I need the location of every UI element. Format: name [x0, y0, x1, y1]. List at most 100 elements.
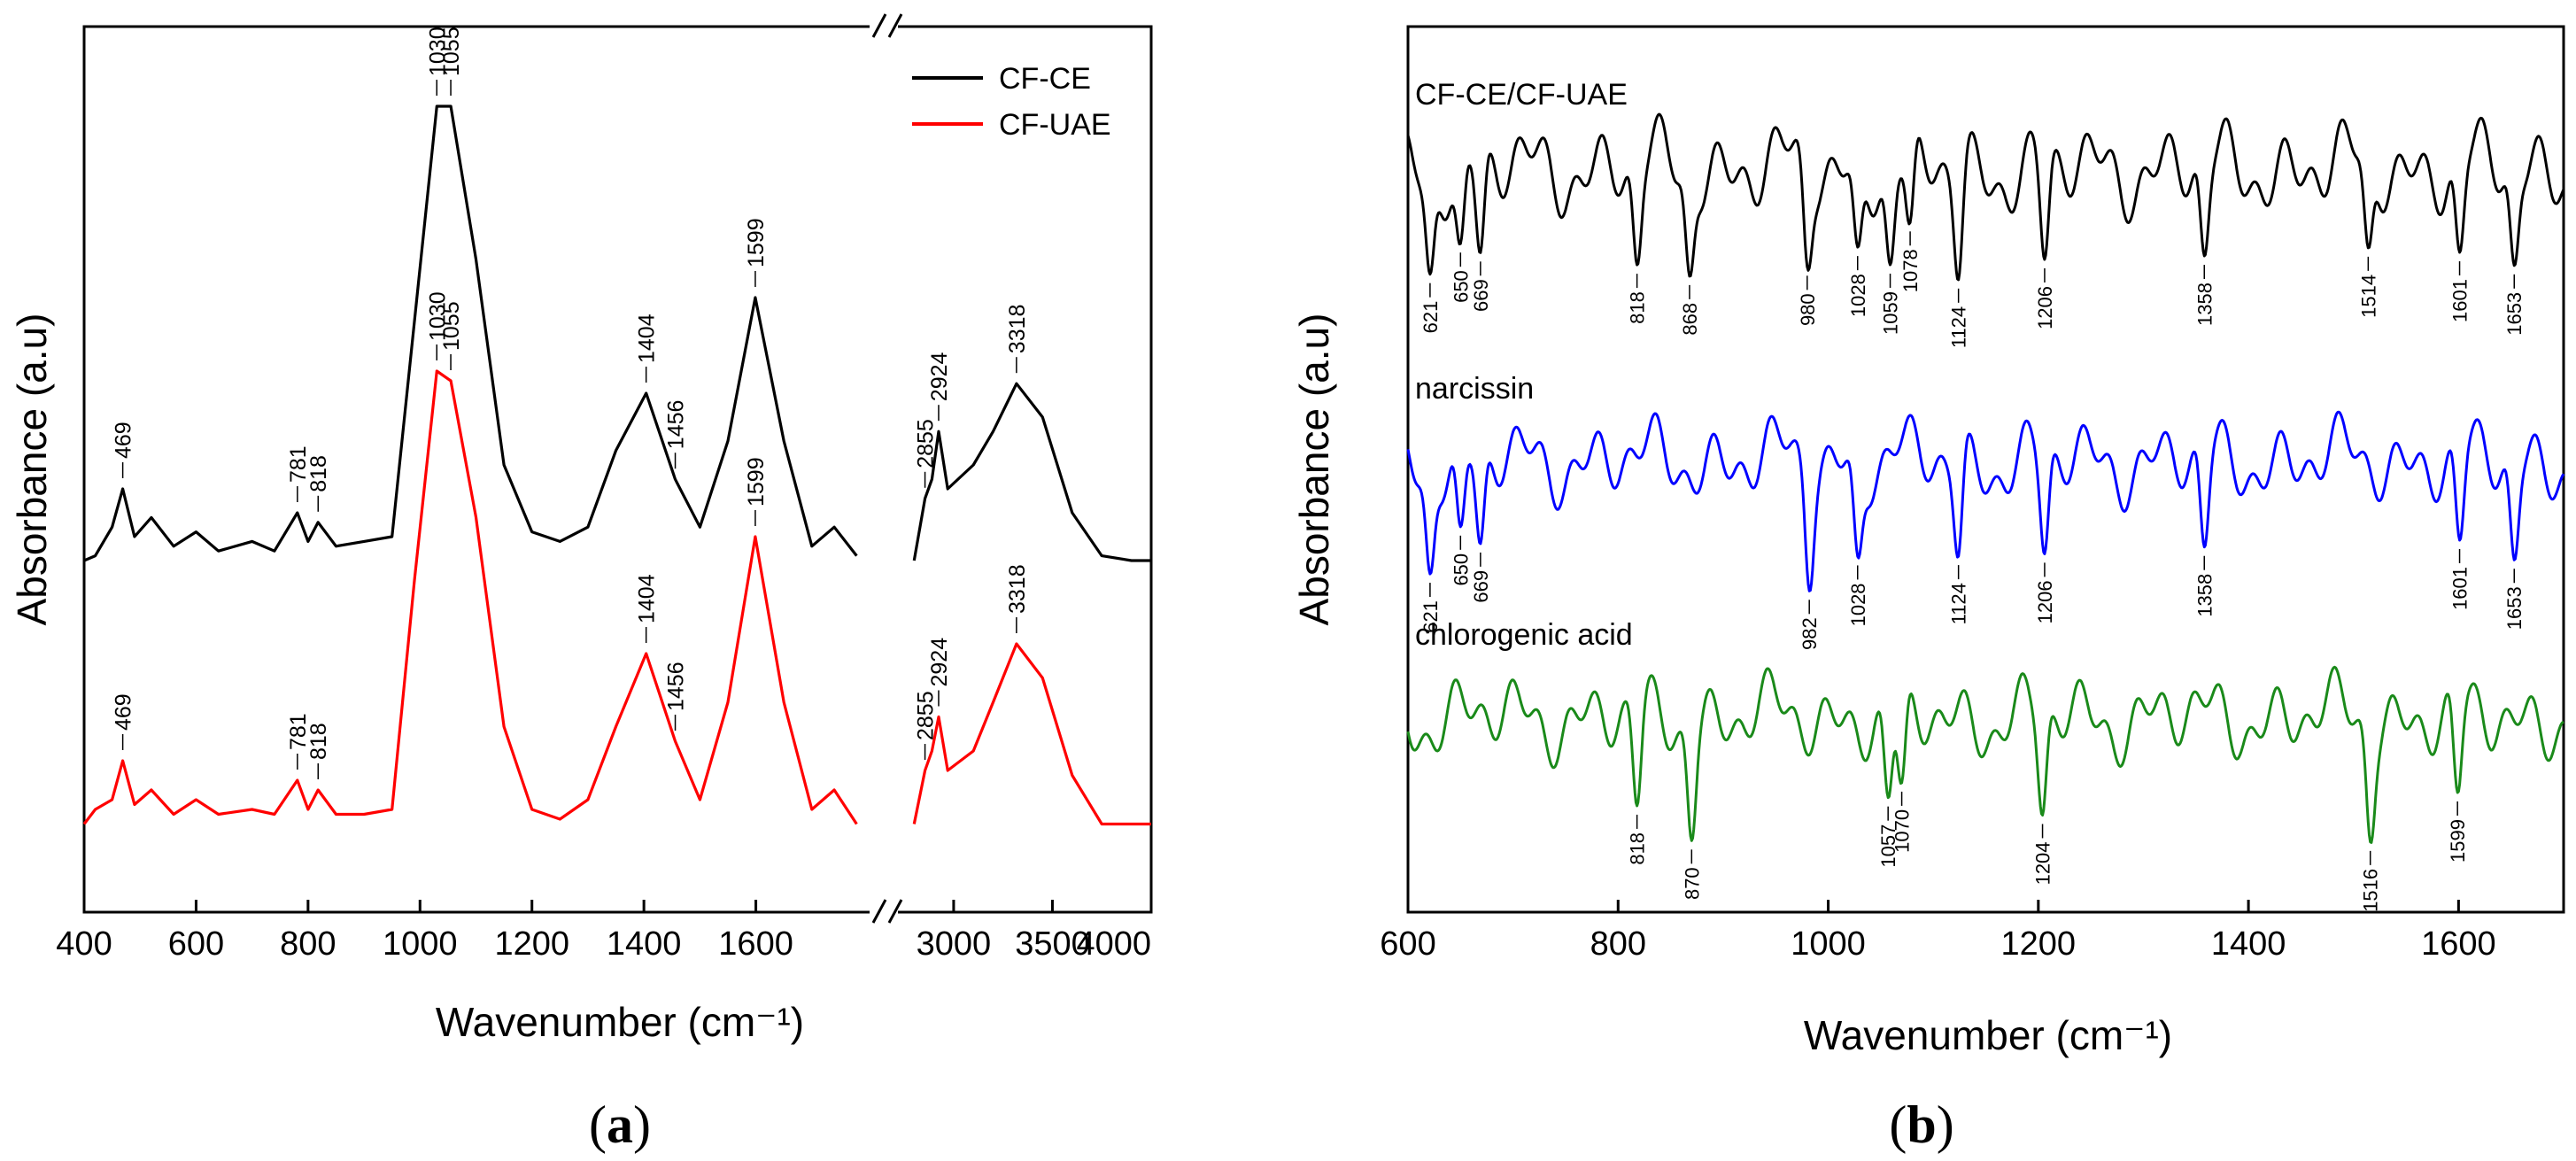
- svg-text:1404: 1404: [635, 574, 660, 623]
- panel-b-series-name-chlorogenic: chlorogenic acid: [1415, 618, 1633, 652]
- svg-text:1028: 1028: [1847, 274, 1869, 317]
- svg-text:781: 781: [286, 713, 311, 750]
- peak-label-cf-ce-1404: 1404: [635, 313, 660, 383]
- svg-text:1653: 1653: [2503, 586, 2526, 630]
- peak-label-cf-ce-469: 469: [112, 422, 136, 478]
- panel-b-caption: (b): [1889, 1095, 1953, 1154]
- minimum-label-cf-ce-cf-uae-1059: 1059: [1880, 273, 1902, 335]
- svg-text:3318: 3318: [1005, 305, 1030, 354]
- minimum-label-narcissin-982: 982: [1799, 600, 1821, 650]
- svg-text:1601: 1601: [2449, 567, 2472, 610]
- x-tick-label-600: 600: [168, 925, 224, 963]
- svg-text:2924: 2924: [927, 638, 952, 687]
- peak-label-cf-ce-1456: 1456: [664, 400, 689, 469]
- minimum-label-cf-ce-cf-uae-868: 868: [1679, 284, 1701, 336]
- svg-text:781: 781: [286, 445, 311, 483]
- x-tick-label-1600: 1600: [718, 925, 793, 963]
- minimum-label-narcissin-650: 650: [1450, 535, 1472, 586]
- svg-text:1028: 1028: [1847, 583, 1869, 626]
- svg-text:2924: 2924: [927, 352, 952, 401]
- b-x-tick-label-1600: 1600: [2421, 925, 2496, 963]
- svg-text:1456: 1456: [664, 400, 689, 450]
- series-line-narcissin: [1406, 410, 2565, 592]
- peak-label-cf-ce-1055: 1055: [439, 27, 464, 96]
- b-x-tick-label-1400: 1400: [2211, 925, 2286, 963]
- peak-label-cf-ce-1030: 1030: [425, 27, 450, 96]
- x-tick-label-4000: 4000: [1076, 925, 1151, 963]
- panel-b-series-name-cf: CF-CE/CF-UAE: [1415, 78, 1628, 112]
- legend-label-cf-ce: CF-CE: [999, 62, 1091, 96]
- series-line-cf-uae-seg0: [82, 369, 858, 825]
- axis-break-marker-top: [871, 13, 903, 38]
- svg-text:818: 818: [1627, 832, 1649, 865]
- svg-text:982: 982: [1799, 617, 1821, 650]
- peak-label-cf-ce-2855: 2855: [914, 419, 939, 488]
- svg-text:1078: 1078: [1899, 249, 1922, 292]
- minimum-label-chlorogenic-acid-1516: 1516: [2360, 850, 2382, 912]
- panel-a-caption: (a): [589, 1095, 651, 1154]
- svg-text:818: 818: [306, 455, 331, 492]
- svg-text:1124: 1124: [1948, 306, 1970, 348]
- minimum-label-cf-ce-cf-uae-650: 650: [1450, 252, 1472, 303]
- minimum-label-cf-ce-cf-uae-621: 621: [1420, 283, 1442, 334]
- axis-break-marker-bottom: [871, 899, 903, 924]
- panel-a-plot-frame: [82, 25, 1153, 914]
- series-line-cf-ce-seg0: [83, 104, 858, 562]
- panel-b-letter: b: [1907, 1095, 1936, 1154]
- svg-text:1055: 1055: [439, 301, 464, 351]
- b-x-tick-label-800: 800: [1590, 925, 1646, 963]
- panel-a-series: [82, 104, 1151, 826]
- x-tick-label-3000: 3000: [917, 925, 992, 963]
- svg-text:650: 650: [1450, 270, 1472, 303]
- panel-a-y-axis-label: Absorbance (a.u): [9, 313, 55, 626]
- svg-text:650: 650: [1450, 553, 1472, 586]
- minimum-label-narcissin-1601: 1601: [2449, 548, 2472, 610]
- minimum-label-cf-ce-cf-uae-1653: 1653: [2503, 274, 2526, 336]
- svg-text:1358: 1358: [2193, 574, 2216, 617]
- minimum-label-cf-ce-cf-uae-1358: 1358: [2193, 265, 2216, 326]
- minimum-label-cf-ce-cf-uae-669: 669: [1470, 261, 1492, 312]
- svg-text:980: 980: [1797, 293, 1819, 326]
- minimum-label-cf-ce-cf-uae-1514: 1514: [2357, 256, 2379, 318]
- minimum-label-narcissin-1124: 1124: [1948, 565, 1970, 624]
- series-line-cf-ce-cf-uae: [1406, 112, 2565, 282]
- svg-text:1070: 1070: [1891, 809, 1914, 853]
- svg-text:621: 621: [1420, 301, 1442, 334]
- svg-text:1057: 1057: [1877, 824, 1899, 868]
- panel-b-plot-frame: [1406, 25, 2565, 914]
- minimum-label-narcissin-1358: 1358: [2193, 555, 2216, 617]
- svg-text:1599: 1599: [744, 457, 769, 507]
- svg-text:1516: 1516: [2360, 869, 2382, 912]
- legend: CF-CE CF-UAE: [912, 62, 1111, 142]
- svg-text:1124: 1124: [1948, 583, 1970, 624]
- peak-label-cf-uae-2924: 2924: [927, 638, 952, 707]
- minimum-label-narcissin-621: 621: [1420, 583, 1442, 633]
- minimum-label-cf-ce-cf-uae-818: 818: [1627, 274, 1649, 324]
- svg-text:1206: 1206: [2034, 286, 2056, 329]
- panel-b-series: [1406, 112, 2565, 844]
- panel-a-x-axis-label: Wavenumber (cm⁻¹): [436, 999, 804, 1045]
- svg-text:1404: 1404: [635, 313, 660, 363]
- svg-text:1030: 1030: [425, 27, 450, 76]
- peak-label-cf-uae-1030: 1030: [425, 291, 450, 360]
- minimum-label-chlorogenic-acid-818: 818: [1627, 814, 1649, 865]
- peak-label-cf-ce-818: 818: [306, 455, 331, 512]
- peak-label-cf-uae-1404: 1404: [635, 574, 660, 643]
- minimum-label-narcissin-1206: 1206: [2034, 562, 2056, 623]
- minimum-label-chlorogenic-acid-870: 870: [1681, 849, 1703, 900]
- minimum-label-narcissin-1653: 1653: [2503, 569, 2526, 630]
- svg-text:3318: 3318: [1005, 564, 1030, 614]
- panel-b-x-ticks: 600 800 1000 1200 1400 1600: [1380, 900, 2496, 963]
- panel-b-series-name-narcissin: narcissin: [1415, 372, 1534, 406]
- x-tick-label-1400: 1400: [607, 925, 682, 963]
- legend-label-cf-uae: CF-UAE: [999, 108, 1111, 142]
- series-line-cf-uae-seg1: [912, 642, 1151, 826]
- svg-text:1059: 1059: [1880, 291, 1902, 335]
- peak-label-cf-uae-469: 469: [112, 693, 136, 750]
- peak-label-cf-uae-1456: 1456: [664, 662, 689, 731]
- b-x-tick-label-1200: 1200: [2001, 925, 2077, 963]
